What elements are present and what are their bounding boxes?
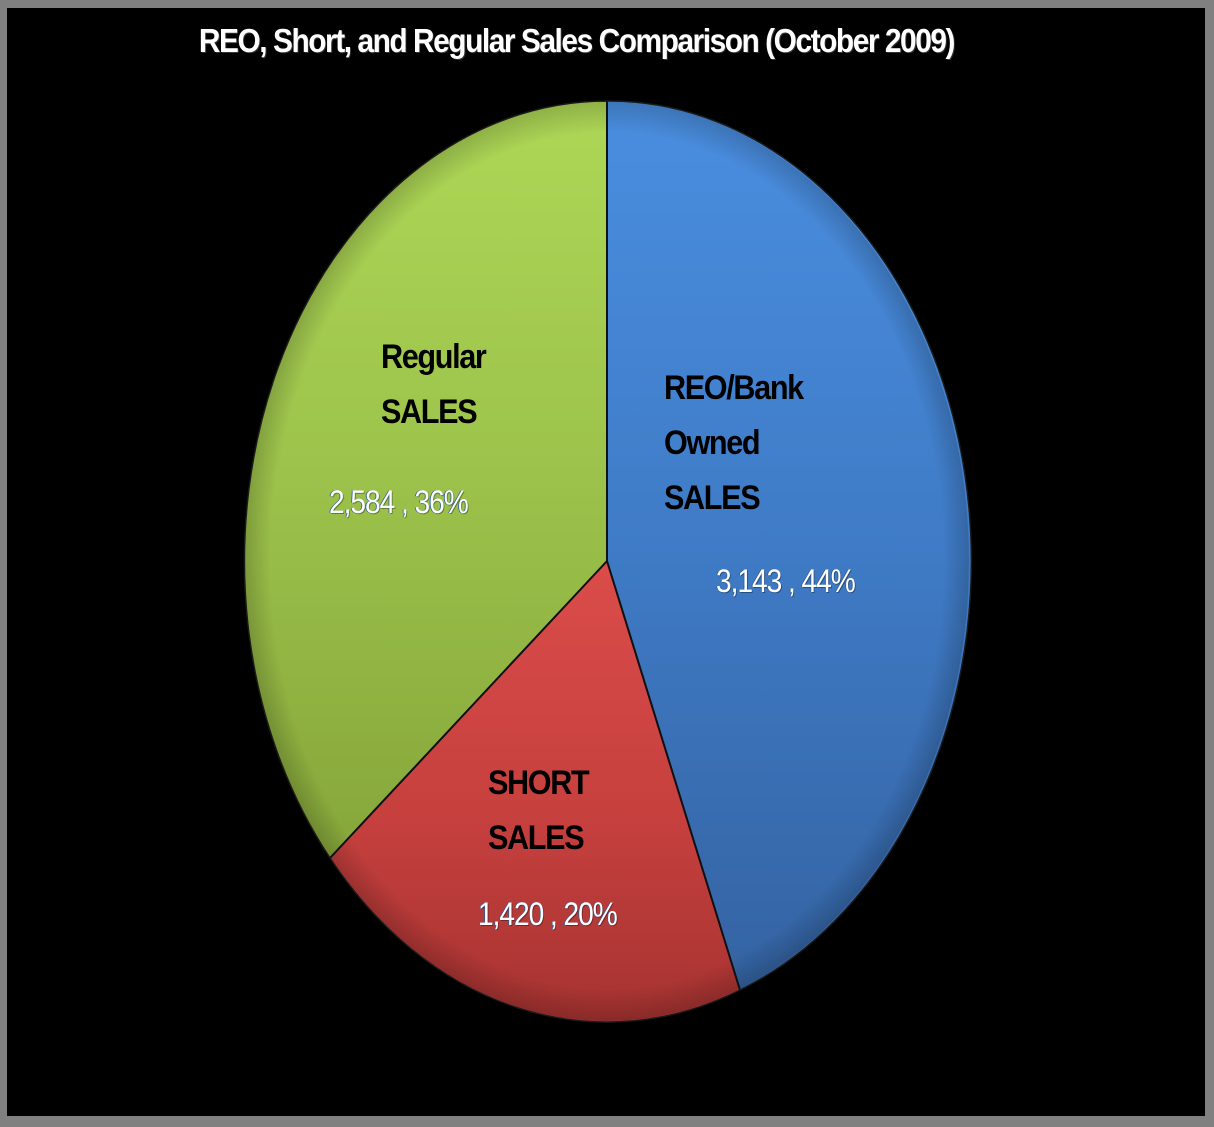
slice-value-reo: 3,143 , 44% (716, 563, 856, 599)
chart-title: REO, Short, and Regular Sales Comparison… (198, 22, 956, 59)
slice-label-regular-line1: Regular (381, 338, 487, 376)
slice-label-reo: REO/Bank Owned SALES (664, 361, 804, 526)
slice-label-reo-line1: REO/Bank (664, 369, 804, 407)
slice-label-reo-line3: SALES (664, 479, 761, 517)
slice-label-reo-line2: Owned (664, 424, 761, 462)
slice-label-regular: Regular SALES (381, 330, 487, 440)
slice-label-regular-line2: SALES (381, 393, 478, 431)
slice-label-short-line2: SALES (488, 819, 585, 857)
slice-value-short: 1,420 , 20% (478, 896, 618, 932)
slice-label-short: SHORT SALES (488, 756, 590, 866)
slice-value-regular: 2,584 , 36% (329, 484, 469, 520)
slice-label-short-line1: SHORT (488, 764, 590, 802)
